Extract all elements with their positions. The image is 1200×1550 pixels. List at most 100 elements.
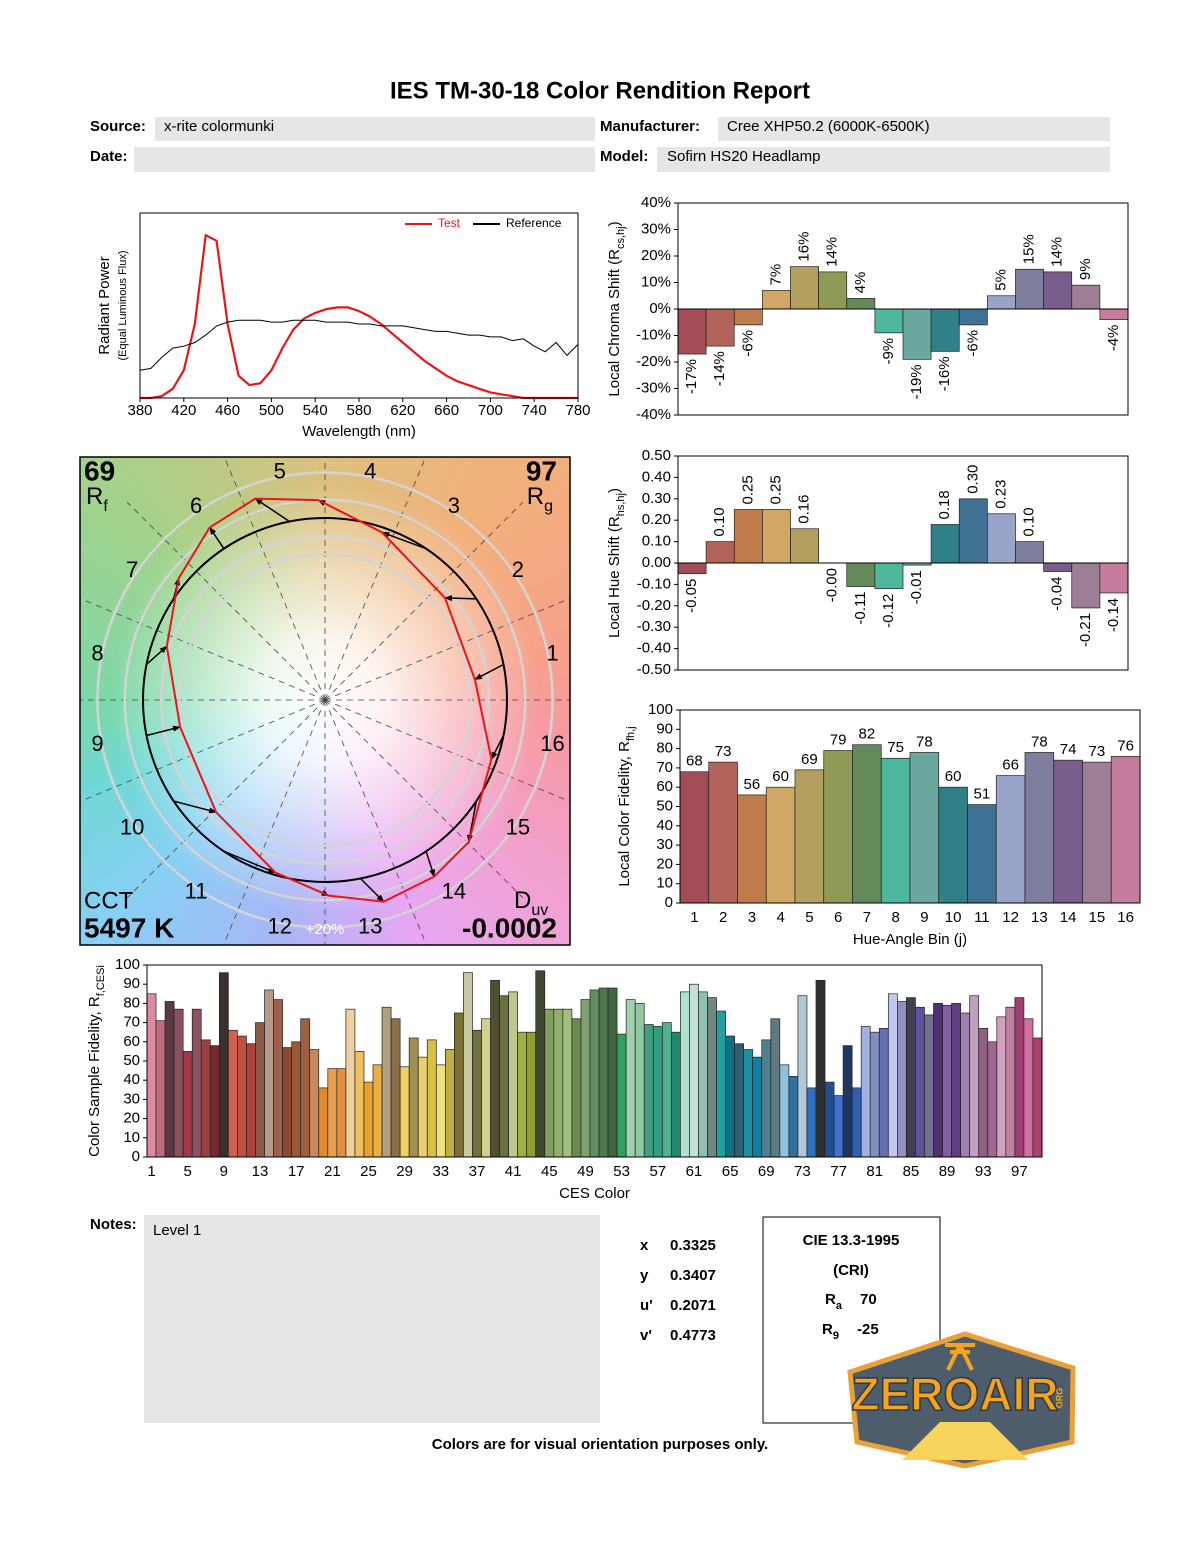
bar bbox=[938, 786, 968, 904]
plot-frame bbox=[677, 455, 1129, 671]
bin-label: 11 bbox=[185, 879, 208, 904]
bar bbox=[1099, 308, 1129, 320]
value-label: -14% bbox=[711, 351, 728, 386]
bar bbox=[761, 1039, 772, 1158]
value-label: 78 bbox=[916, 733, 933, 750]
bar bbox=[435, 1064, 446, 1158]
logo-road bbox=[902, 1422, 1028, 1460]
y-axis-label-part: hs,hj bbox=[615, 493, 627, 516]
bar bbox=[1023, 1018, 1034, 1158]
bar bbox=[300, 1018, 311, 1158]
x-tick-label: 17 bbox=[288, 1163, 305, 1180]
y-tick-label: 100 bbox=[115, 956, 140, 973]
chromaticity-value: 0.2071 bbox=[670, 1297, 716, 1314]
x-tick-label: 9 bbox=[220, 1163, 228, 1180]
x-tick-label: 45 bbox=[541, 1163, 558, 1180]
notes-text: Level 1 bbox=[153, 1222, 201, 1239]
bar bbox=[652, 1026, 663, 1158]
bar bbox=[562, 1008, 573, 1158]
value-label: -0.05 bbox=[683, 579, 700, 613]
x-tick-label: 580 bbox=[346, 402, 371, 419]
cri-ra: 70 bbox=[860, 1291, 877, 1308]
bar bbox=[930, 308, 960, 352]
bar bbox=[499, 995, 509, 1158]
y-tick-label: 30 bbox=[656, 836, 673, 853]
bar bbox=[661, 1022, 672, 1158]
bar bbox=[833, 1095, 844, 1158]
value-label: 0.16 bbox=[796, 495, 813, 524]
bar bbox=[733, 308, 763, 326]
bar bbox=[874, 562, 904, 590]
symbol: R bbox=[825, 1291, 836, 1308]
bar bbox=[273, 999, 283, 1158]
y-tick-label: 100 bbox=[648, 701, 673, 718]
bar bbox=[1043, 562, 1073, 572]
bar bbox=[762, 509, 791, 564]
bar bbox=[860, 1026, 871, 1158]
value-label: 5% bbox=[992, 269, 1009, 291]
bar bbox=[282, 1047, 292, 1158]
bar bbox=[481, 1018, 491, 1158]
bar bbox=[909, 752, 940, 904]
bar bbox=[544, 1008, 555, 1158]
value-label: 16% bbox=[796, 232, 813, 262]
bar bbox=[1043, 271, 1073, 310]
bar bbox=[1110, 755, 1141, 904]
x-tick-label: 500 bbox=[259, 402, 284, 419]
bar bbox=[598, 987, 609, 1158]
value-label: 0.25 bbox=[767, 475, 784, 504]
bin-label: 4 bbox=[364, 458, 376, 483]
value-label: -17% bbox=[683, 359, 700, 394]
bar bbox=[1082, 761, 1112, 904]
bar bbox=[705, 541, 735, 564]
chromaticity-label: y bbox=[640, 1267, 649, 1284]
bar bbox=[725, 1035, 735, 1158]
value-label: 0.10 bbox=[711, 507, 728, 536]
bar bbox=[1053, 759, 1083, 904]
x-tick-label: 29 bbox=[396, 1163, 413, 1180]
bar bbox=[743, 1049, 754, 1158]
bar bbox=[698, 991, 708, 1158]
x-tick-label: 97 bbox=[1011, 1163, 1028, 1180]
bar bbox=[164, 1001, 175, 1158]
bar bbox=[390, 1018, 401, 1158]
x-tick-label: 77 bbox=[830, 1163, 847, 1180]
y-tick-label: 0.40 bbox=[642, 468, 671, 485]
shift-arrow bbox=[223, 850, 277, 874]
x-axis-label: CES Color bbox=[559, 1185, 630, 1202]
bin-divider bbox=[223, 699, 326, 945]
y-tick-label: 30 bbox=[123, 1090, 140, 1107]
y-tick-label: -0.30 bbox=[637, 618, 671, 635]
bar bbox=[535, 970, 546, 1158]
bar bbox=[958, 498, 988, 564]
bin-label: 6 bbox=[190, 493, 202, 518]
bar bbox=[958, 308, 988, 326]
bar bbox=[291, 1041, 302, 1158]
plot-frame bbox=[679, 709, 1141, 904]
value-label: 73 bbox=[1089, 743, 1106, 760]
x-tick-label: 9 bbox=[920, 909, 928, 926]
bar bbox=[960, 1012, 971, 1158]
bin-divider bbox=[126, 699, 326, 899]
value-label: -0.12 bbox=[880, 594, 897, 628]
y-tick-label: 0 bbox=[665, 894, 673, 911]
chromaticity-label: x bbox=[640, 1237, 649, 1254]
field-label: Date: bbox=[90, 148, 128, 165]
value-label: -9% bbox=[880, 338, 897, 365]
bar bbox=[788, 1076, 799, 1158]
value-label: -4% bbox=[1105, 325, 1122, 352]
bar bbox=[978, 1028, 989, 1158]
y-tick-label: 20 bbox=[123, 1110, 140, 1127]
x-tick-label: 380 bbox=[127, 402, 152, 419]
y-tick-label: 60 bbox=[123, 1033, 140, 1050]
y-tick-label: -10% bbox=[636, 326, 671, 343]
cri-title: CIE 13.3-1995 bbox=[803, 1232, 900, 1249]
bar bbox=[794, 769, 825, 904]
x-tick-label: 1 bbox=[690, 909, 698, 926]
value-label: 79 bbox=[830, 731, 847, 748]
bar bbox=[874, 308, 904, 334]
x-tick-label: 65 bbox=[722, 1163, 739, 1180]
bin-label: 7 bbox=[126, 557, 138, 582]
